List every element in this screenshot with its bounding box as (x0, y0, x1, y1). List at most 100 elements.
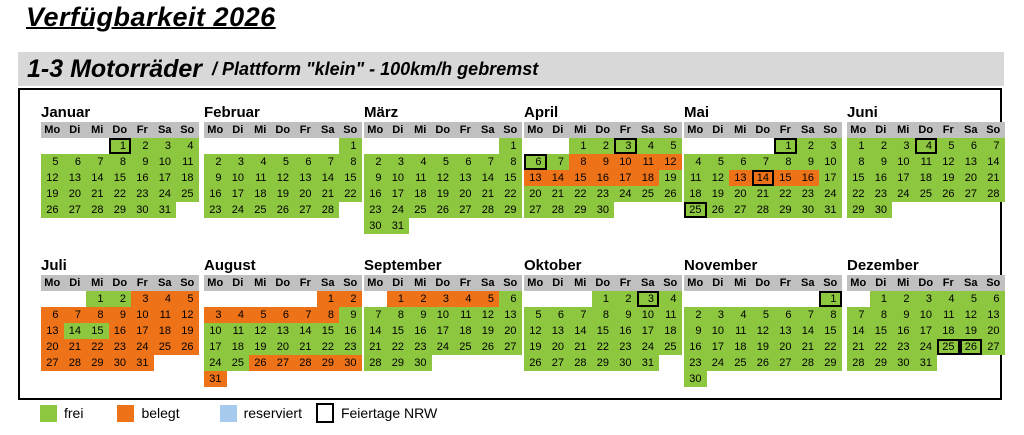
legend-swatch-belegt (117, 404, 135, 422)
day-cell: 31 (204, 371, 227, 387)
day-cell: 21 (982, 170, 1005, 186)
day-cell: 6 (546, 307, 569, 323)
day-cell: 27 (546, 355, 569, 371)
day-cell: 9 (591, 154, 614, 170)
day-cell: 14 (364, 323, 387, 339)
day-cell: 27 (982, 339, 1005, 355)
day-cell: 4 (659, 291, 682, 307)
day-cell: 15 (339, 170, 362, 186)
legend-label: Feiertage NRW (340, 405, 438, 421)
weekday-label: Fr (454, 122, 477, 138)
month-juni: Juni Mo Di Mi Do Fr Sa So 1 2 3 4 5 6 7 8 9 10 11 12 13 14 15 1… (847, 103, 1005, 256)
weekday-label: Mo (684, 122, 707, 138)
day-cell: 6 (271, 307, 294, 323)
weekday-label: Fr (614, 275, 637, 291)
weekday-label: Mo (204, 275, 227, 291)
weekday-label: Mi (86, 122, 109, 138)
empty-cell (707, 138, 730, 154)
day-cell: 21 (86, 186, 109, 202)
day-cell: 5 (476, 291, 499, 307)
month-title: März (364, 104, 399, 121)
day-cell: 12 (431, 170, 454, 186)
day-cell: 8 (869, 307, 892, 323)
day-cell: 30 (409, 355, 432, 371)
day-cell: 23 (364, 202, 387, 218)
month-mai: Mai Mo Di Mi Do Fr Sa So 1 2 3 4 5 6 7 8 9 10 11 12 13 14 15 16… (684, 103, 842, 256)
legend-label: frei (64, 405, 84, 421)
month-title: Januar (41, 104, 91, 121)
day-cell: 18 (249, 186, 272, 202)
weekday-label: Mi (409, 275, 432, 291)
day-cell: 26 (41, 202, 64, 218)
day-cell: 15 (591, 323, 614, 339)
legend-swatch-reserviert (219, 404, 237, 422)
day-cell: 13 (294, 170, 317, 186)
legend: frei belegt reserviert Feiertage NRW (40, 402, 437, 424)
day-cell: 1 (86, 291, 109, 307)
weekday-label: So (982, 122, 1005, 138)
day-cell: 22 (316, 339, 339, 355)
day-cell: 8 (386, 307, 409, 323)
empty-cell (569, 291, 592, 307)
day-cell: 14 (569, 323, 592, 339)
day-cell: 23 (409, 339, 432, 355)
day-cell-feiertag: 4 (914, 138, 937, 154)
day-cell: 29 (869, 355, 892, 371)
day-cell: 26 (751, 355, 774, 371)
weekday-label: Sa (959, 275, 982, 291)
day-cell: 22 (569, 186, 592, 202)
day-cell: 26 (271, 202, 294, 218)
day-cell: 19 (524, 339, 547, 355)
day-cell: 25 (659, 339, 682, 355)
day-cell: 20 (959, 170, 982, 186)
day-cell: 25 (153, 339, 176, 355)
day-cell: 27 (524, 202, 547, 218)
day-cell: 14 (847, 323, 870, 339)
day-cell: 29 (86, 355, 109, 371)
day-cell: 28 (546, 202, 569, 218)
empty-cell (752, 291, 775, 307)
day-cell: 25 (454, 339, 477, 355)
month-oktober: Oktober Mo Di Mi Do Fr Sa So 1 2 3 4 5 6 7 8 9 10 11 12 13 14… (524, 256, 682, 409)
day-cell: 5 (751, 307, 774, 323)
day-cell: 31 (131, 355, 154, 371)
day-cell: 3 (819, 138, 842, 154)
weekday-label: Di (226, 122, 249, 138)
empty-cell (86, 138, 109, 154)
day-cell: 6 (41, 307, 64, 323)
day-cell: 16 (131, 170, 154, 186)
day-cell: 30 (339, 355, 362, 371)
legend-item-belegt: belegt (117, 404, 180, 422)
weekday-label: Di (706, 275, 729, 291)
day-cell: 9 (364, 170, 387, 186)
day-cell: 2 (684, 307, 707, 323)
day-cell: 7 (546, 154, 569, 170)
day-cell: 23 (796, 186, 819, 202)
day-cell: 25 (249, 202, 272, 218)
day-cell: 16 (614, 323, 637, 339)
day-cell: 18 (729, 339, 752, 355)
legend-swatch-feiertag (315, 403, 334, 423)
day-cell: 6 (982, 291, 1005, 307)
day-cell: 4 (176, 138, 199, 154)
weekday-label: Mo (684, 275, 707, 291)
day-cell: 4 (684, 154, 707, 170)
weekday-label: Mi (86, 275, 109, 291)
day-cell: 27 (41, 355, 64, 371)
empty-cell (317, 138, 340, 154)
month-title: November (684, 257, 758, 274)
month-grid: Mo Di Mi Do Fr Sa So 1 2 3 4 5 6 7 8 9 10 11 12 13 14 15 16 17 1… (524, 122, 682, 218)
weekday-label: Fr (937, 275, 960, 291)
day-cell: 14 (63, 323, 86, 339)
day-cell: 14 (476, 170, 499, 186)
day-cell: 1 (847, 138, 870, 154)
day-cell: 11 (729, 323, 752, 339)
day-cell: 8 (774, 154, 797, 170)
month-juli: Juli Mo Di Mi Do Fr Sa So 1 2 3 4 5 6 7 8 9 10 11 12 13 14 15 1… (41, 256, 199, 409)
day-cell: 11 (226, 323, 249, 339)
day-cell: 5 (706, 154, 729, 170)
day-cell: 2 (796, 138, 819, 154)
day-cell: 11 (659, 307, 682, 323)
empty-cell (477, 138, 500, 154)
month-grid: Mo Di Mi Do Fr Sa So 1 2 3 4 5 6 7 8 9 10 11 12 13 14 15 16 17 1… (204, 122, 362, 218)
